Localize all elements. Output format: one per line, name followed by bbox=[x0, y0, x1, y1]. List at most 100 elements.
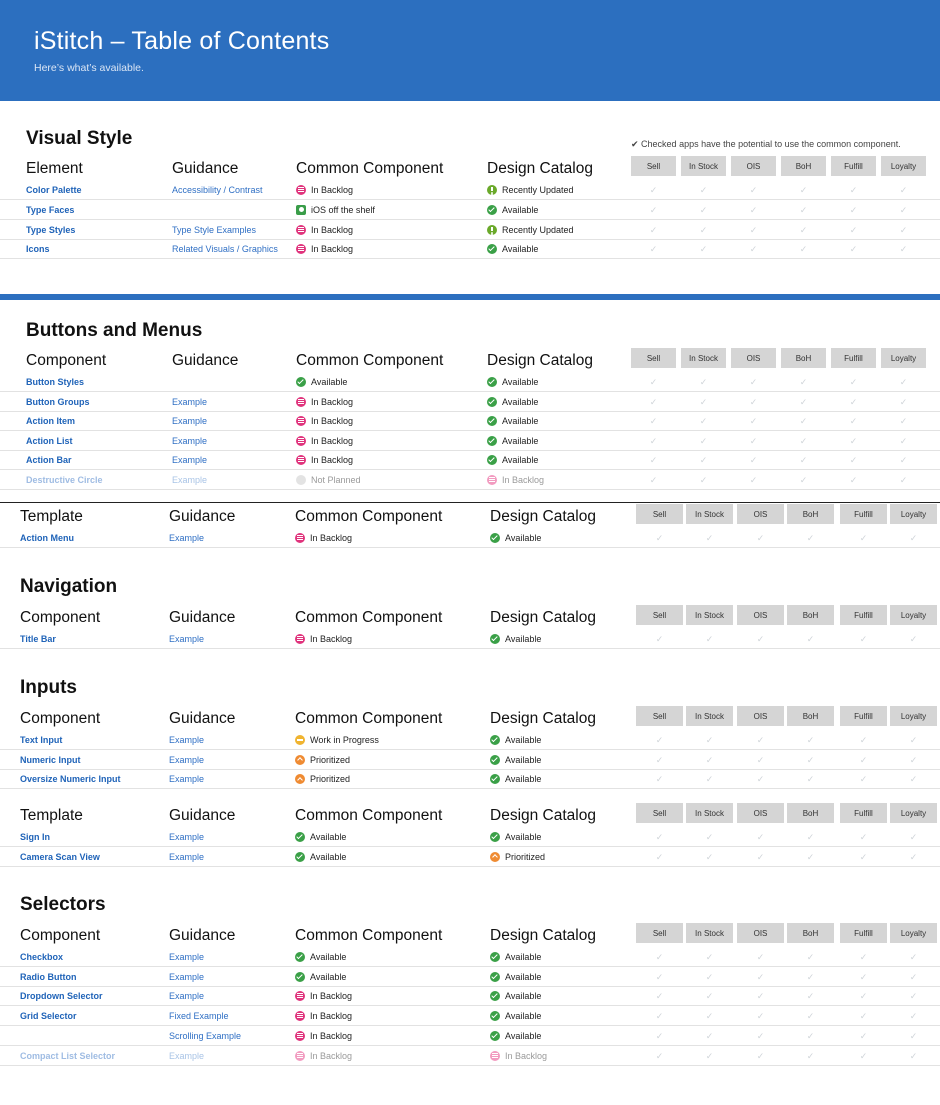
common-component-status: Available bbox=[295, 832, 346, 842]
item-link-camera-scan-view[interactable]: Camera Scan View bbox=[20, 851, 100, 862]
item-link-action-bar[interactable]: Action Bar bbox=[26, 455, 72, 465]
item-link-title-bar[interactable]: Title Bar bbox=[20, 634, 56, 644]
guidance-link[interactable]: Example bbox=[169, 991, 205, 1002]
item-link-destructive-circle[interactable]: Destructive Circle bbox=[26, 474, 103, 485]
page-title: iStitch – Table of Contents bbox=[34, 27, 330, 55]
check-icon: ✓ bbox=[705, 851, 714, 862]
item-link-oversize-numeric-input[interactable]: Oversize Numeric Input bbox=[20, 774, 121, 785]
item-link-color-palette[interactable]: Color Palette bbox=[26, 185, 82, 195]
item-link-dropdown-selector[interactable]: Dropdown Selector bbox=[20, 991, 103, 1002]
guidance-link[interactable]: Example bbox=[169, 533, 205, 543]
check-icon: ✓ bbox=[909, 971, 918, 982]
table-row: Text Input Example Work in Progress Availab… bbox=[0, 730, 940, 750]
backlog-icon bbox=[296, 185, 306, 195]
design-catalog-status: Available bbox=[487, 416, 538, 426]
available-icon bbox=[490, 1011, 500, 1022]
item-link-type-faces[interactable]: Type Faces bbox=[26, 204, 75, 215]
check-icon: ✓ bbox=[649, 396, 658, 407]
guidance-link[interactable]: Type Style Examples bbox=[172, 224, 257, 235]
guidance-link[interactable]: Example bbox=[169, 1050, 205, 1061]
item-link-grid-selector[interactable]: Grid Selector bbox=[20, 1011, 77, 1022]
app-header-fulfill: Fulfill bbox=[840, 923, 887, 943]
common-component-status: In Backlog bbox=[295, 991, 353, 1002]
guidance-link[interactable]: Example bbox=[169, 754, 205, 765]
app-header-boh: BoH bbox=[787, 923, 834, 943]
check-icon: ✓ bbox=[899, 377, 908, 387]
guidance-link[interactable]: Example bbox=[172, 455, 208, 465]
guidance-link[interactable]: Example bbox=[172, 396, 208, 407]
status-label: Available bbox=[505, 735, 542, 745]
check-icon: ✓ bbox=[859, 851, 868, 862]
item-link-action-item[interactable]: Action Item bbox=[26, 416, 76, 426]
app-header-in-stock: In Stock bbox=[686, 605, 733, 625]
item-link-button-styles[interactable]: Button Styles bbox=[26, 377, 85, 387]
status-label: Available bbox=[505, 1011, 542, 1022]
app-header-sell: Sell bbox=[631, 156, 676, 176]
item-link-type-styles[interactable]: Type Styles bbox=[26, 224, 76, 235]
item-link-checkbox[interactable]: Checkbox bbox=[20, 952, 64, 962]
status-label: Available bbox=[502, 416, 539, 426]
item-link-action-menu[interactable]: Action Menu bbox=[20, 533, 74, 543]
item-link-text-input[interactable]: Text Input bbox=[20, 735, 63, 745]
guidance-link[interactable]: Example bbox=[169, 735, 205, 745]
item-link-compact-list-selector[interactable]: Compact List Selector bbox=[20, 1050, 116, 1061]
guidance-link[interactable]: Accessibility / Contrast bbox=[172, 185, 263, 195]
status-label: In Backlog bbox=[311, 224, 354, 235]
item-link-sign-in[interactable]: Sign In bbox=[20, 832, 50, 842]
table-row: Camera Scan View Example Available Prioriti… bbox=[0, 847, 940, 867]
column-header-design-catalog: Design Catalog bbox=[487, 160, 593, 177]
common-component-status: In Backlog bbox=[295, 1030, 352, 1041]
check-icon: ✓ bbox=[655, 952, 664, 962]
guidance-link[interactable]: Example bbox=[169, 851, 205, 862]
check-icon: ✓ bbox=[756, 774, 765, 785]
column-header-guidance: Guidance bbox=[169, 927, 236, 944]
item-link-button-groups[interactable]: Button Groups bbox=[26, 396, 90, 407]
check-icon: ✓ bbox=[705, 735, 714, 745]
item-link-action-list[interactable]: Action List bbox=[26, 435, 73, 446]
status-label: Available bbox=[502, 435, 539, 446]
guidance-link[interactable]: Example bbox=[169, 952, 205, 962]
check-icon: ✓ bbox=[655, 1011, 664, 1022]
guidance-link[interactable]: Example bbox=[169, 971, 205, 982]
guidance-link[interactable]: Fixed Example bbox=[169, 1011, 229, 1022]
guidance-link[interactable]: Example bbox=[169, 832, 205, 842]
check-icon: ✓ bbox=[899, 455, 908, 465]
item-link-icons[interactable]: Icons bbox=[26, 244, 50, 255]
column-header-design-catalog: Design Catalog bbox=[490, 927, 596, 944]
guidance-link[interactable]: Example bbox=[172, 416, 208, 426]
common-component-status: In Backlog bbox=[295, 634, 352, 644]
check-icon: ✓ bbox=[909, 851, 918, 862]
item-link-numeric-input[interactable]: Numeric Input bbox=[20, 754, 81, 765]
backlog-icon bbox=[296, 455, 306, 465]
column-header-design-catalog: Design Catalog bbox=[490, 508, 596, 525]
check-icon: ✓ bbox=[899, 416, 908, 426]
section-divider bbox=[0, 294, 940, 300]
guidance-link[interactable]: Example bbox=[172, 435, 208, 446]
status-label: Available bbox=[502, 377, 539, 387]
status-label: In Backlog bbox=[310, 1050, 353, 1061]
check-icon: ✓ bbox=[705, 774, 714, 785]
guidance-link[interactable]: Scrolling Example bbox=[169, 1030, 242, 1041]
check-icon: ✓ bbox=[909, 774, 918, 785]
common-component-status: Available bbox=[295, 971, 346, 982]
guidance-link[interactable]: Related Visuals / Graphics bbox=[172, 244, 278, 255]
check-icon: ✓ bbox=[849, 377, 858, 387]
guidance-link[interactable]: Example bbox=[172, 474, 208, 485]
common-component-status: Available bbox=[295, 851, 346, 862]
check-icon: ✓ bbox=[909, 533, 918, 543]
item-link-radio-button[interactable]: Radio Button bbox=[20, 971, 77, 982]
available-icon bbox=[487, 455, 497, 465]
common-component-status: iOS off the shelf bbox=[296, 204, 375, 215]
prio-icon bbox=[490, 851, 500, 862]
status-label: In Backlog bbox=[310, 991, 353, 1002]
check-icon: ✓ bbox=[806, 533, 815, 543]
backlog-icon bbox=[490, 1050, 500, 1061]
column-header-component: Component bbox=[20, 927, 101, 944]
app-header-in-stock: In Stock bbox=[686, 803, 733, 823]
check-icon: ✓ bbox=[655, 774, 664, 785]
available-icon bbox=[487, 435, 497, 446]
app-header-loyalty: Loyalty bbox=[890, 706, 937, 726]
available-icon bbox=[487, 204, 497, 215]
guidance-link[interactable]: Example bbox=[169, 774, 205, 785]
guidance-link[interactable]: Example bbox=[169, 634, 205, 644]
